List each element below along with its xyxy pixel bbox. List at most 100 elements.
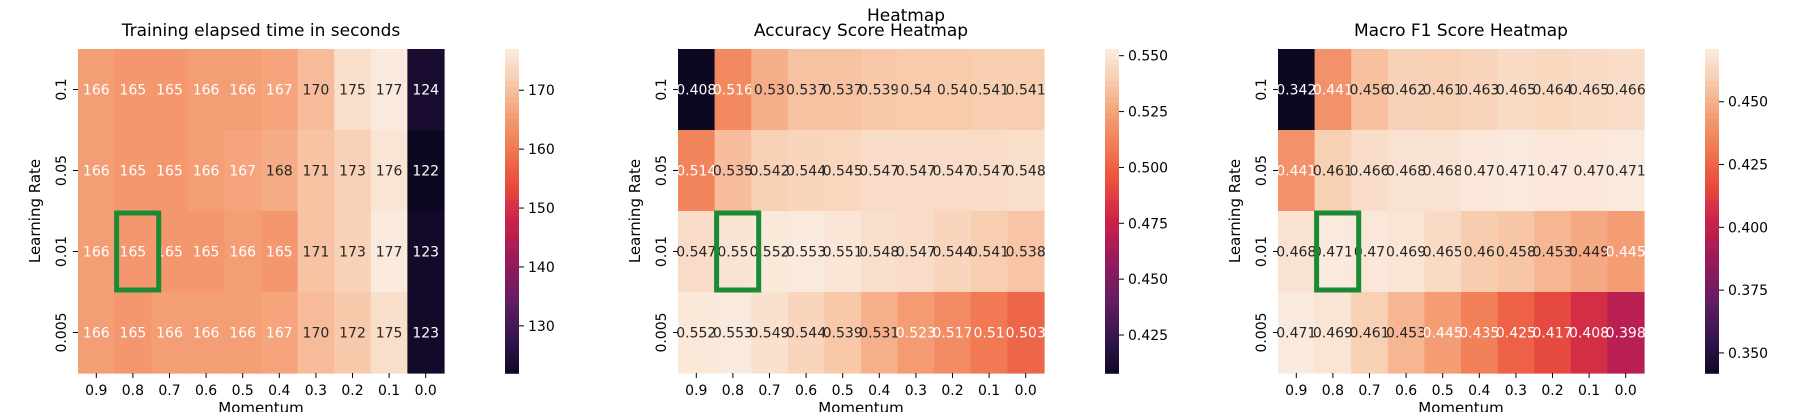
cell-value-label: 0.449	[1569, 245, 1609, 261]
heatmap-cell	[824, 130, 862, 212]
chart-title: Accuracy Score Heatmap	[754, 21, 968, 41]
heatmap-cell	[970, 211, 1008, 293]
colorbar-segment	[505, 254, 519, 261]
cell-value-label: 165	[120, 83, 147, 99]
colorbar-segment	[1105, 367, 1119, 374]
cell-value-label: 0.503	[1006, 326, 1046, 342]
heatmap-cell	[1351, 292, 1389, 374]
colorbar-tick-label: 150	[528, 201, 555, 217]
heatmap-cell	[1278, 211, 1316, 293]
colorbar-segment	[505, 259, 519, 266]
colorbar-segment	[1705, 151, 1719, 158]
heatmap-cell	[1461, 49, 1499, 131]
cell-value-label: 171	[303, 245, 330, 261]
colorbar-segment	[505, 178, 519, 185]
colorbar-segment	[1705, 335, 1719, 342]
heatmap-cell	[714, 49, 752, 131]
cell-value-label: 0.547	[896, 245, 936, 261]
colorbar-segment	[1705, 49, 1719, 56]
colorbar-segment	[1105, 49, 1119, 56]
colorbar-tick-label: 0.450	[1128, 272, 1168, 288]
colorbar-segment	[1105, 135, 1119, 142]
x-tick-label: 0.1	[378, 383, 400, 399]
x-tick-label: 0.0	[1615, 383, 1637, 399]
colorbar-segment	[1105, 356, 1119, 363]
heatmap-cell	[787, 130, 825, 212]
cell-value-label: 165	[156, 245, 183, 261]
colorbar-segment	[1705, 275, 1719, 282]
colorbar: 130 140 150 160 170	[505, 49, 555, 374]
colorbar-segment	[505, 319, 519, 326]
colorbar-segment	[505, 227, 519, 234]
heatmap-cell	[297, 130, 335, 212]
cell-value-label: 0.538	[1006, 245, 1046, 261]
cell-value-label: 0.465	[1496, 83, 1536, 99]
cell-value-label: 170	[303, 326, 330, 342]
colorbar-segment	[505, 281, 519, 288]
colorbar-segment	[505, 221, 519, 228]
figure-suptitle: Heatmap	[867, 6, 945, 26]
heatmap-cell	[897, 49, 935, 131]
colorbar-segment	[1705, 189, 1719, 196]
cell-value-label: 165	[156, 164, 183, 180]
cell-value-label: 0.547	[859, 164, 899, 180]
y-axis-label: Learning Rate	[626, 159, 644, 263]
heatmap-cell	[334, 211, 372, 293]
colorbar-segment	[505, 151, 519, 158]
heatmap-cell	[334, 130, 372, 212]
heatmap-cell	[1007, 49, 1045, 131]
heatmap-cell	[970, 49, 1008, 131]
heatmap-cell	[934, 211, 972, 293]
colorbar-segment	[1705, 130, 1719, 137]
heatmap-cell	[297, 292, 335, 374]
heatmap-cell	[1607, 49, 1645, 131]
cell-value-label: 177	[376, 245, 403, 261]
colorbar-segment	[505, 205, 519, 212]
cell-value-label: 0.541	[1006, 83, 1046, 99]
cell-value-label: 165	[193, 245, 220, 261]
cell-value-label: 0.47	[1354, 245, 1385, 261]
heatmap-cell	[970, 130, 1008, 212]
heatmap-cell	[1461, 292, 1499, 374]
colorbar-segment	[1105, 281, 1119, 288]
heatmap-cell	[1278, 292, 1316, 374]
cell-value-label: 0.469	[1313, 326, 1353, 342]
colorbar-segment	[505, 216, 519, 223]
colorbar-segment	[1105, 130, 1119, 137]
cell-value-label: 177	[376, 83, 403, 99]
heatmap-cell	[1314, 49, 1352, 131]
colorbar-segment	[1705, 211, 1719, 218]
cell-value-label: 166	[83, 83, 110, 99]
colorbar-segment	[505, 146, 519, 153]
heatmap-cell	[751, 130, 789, 212]
colorbar-segment	[505, 59, 519, 66]
y-tick-label: 0.05	[1254, 155, 1270, 186]
cell-value-label: 0.408	[1569, 326, 1609, 342]
cell-value-label: 0.453	[1532, 245, 1572, 261]
cell-value-label: 122	[412, 164, 439, 180]
colorbar-segment	[505, 86, 519, 93]
y-tick-label: 0.005	[654, 312, 670, 352]
heatmap-cell	[1570, 130, 1608, 212]
cell-value-label: 0.47	[1574, 164, 1605, 180]
colorbar-segment	[1705, 270, 1719, 277]
colorbar-segment	[505, 335, 519, 342]
cell-value-label: 0.547	[896, 164, 936, 180]
cell-value-label: 0.468	[1423, 164, 1463, 180]
heatmap-cell	[407, 211, 445, 293]
heatmap-cell	[1497, 49, 1535, 131]
colorbar-segment	[1705, 59, 1719, 66]
cell-value-label: 0.547	[676, 245, 716, 261]
y-axis-label: Learning Rate	[1226, 159, 1244, 263]
heatmap-cell	[1607, 292, 1645, 374]
colorbar-segment	[1105, 151, 1119, 158]
heatmap-cell	[1497, 130, 1535, 212]
x-tick-label: 0.5	[1432, 383, 1454, 399]
heatmap-cell	[224, 130, 262, 212]
heatmap-cell	[334, 292, 372, 374]
heatmap-cell	[1461, 211, 1499, 293]
cell-value-label: 166	[229, 326, 256, 342]
colorbar-segment	[1105, 270, 1119, 277]
colorbar-segment	[1705, 329, 1719, 336]
cell-value-label: 165	[120, 245, 147, 261]
